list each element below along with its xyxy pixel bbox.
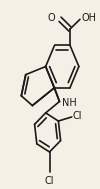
Text: O: O [48, 13, 56, 23]
Text: OH: OH [81, 13, 96, 23]
Text: Cl: Cl [73, 111, 82, 121]
Text: NH: NH [62, 98, 77, 108]
Text: Cl: Cl [45, 176, 54, 186]
